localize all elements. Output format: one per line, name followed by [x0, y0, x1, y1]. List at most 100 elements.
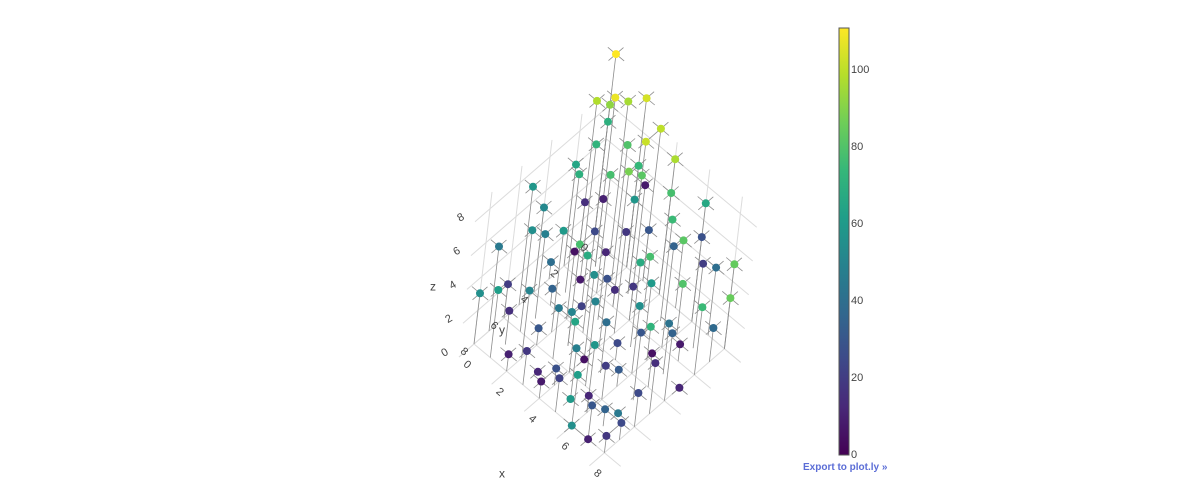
scatter-point[interactable]	[630, 195, 639, 204]
scatter-point[interactable]	[669, 242, 678, 251]
scatter-point[interactable]	[709, 324, 718, 332]
scatter-point[interactable]	[648, 349, 657, 358]
scatter-point[interactable]	[583, 251, 592, 260]
scatter-point[interactable]	[622, 228, 631, 236]
scatter-point[interactable]	[679, 236, 688, 245]
scatter-point[interactable]	[495, 242, 503, 251]
scatter-point[interactable]	[570, 247, 579, 256]
scatter-point[interactable]	[588, 401, 597, 410]
scatter-point[interactable]	[656, 124, 665, 133]
scatter-point[interactable]	[671, 155, 680, 164]
scatter-point[interactable]	[494, 286, 503, 294]
scatter-point[interactable]	[667, 189, 676, 197]
scatter-point[interactable]	[571, 317, 580, 326]
scatter-point[interactable]	[590, 341, 599, 349]
scatter-point[interactable]	[668, 215, 677, 224]
scatter-point[interactable]	[646, 252, 655, 261]
scatter-point[interactable]	[504, 350, 513, 359]
scatter-point[interactable]	[525, 286, 534, 295]
scatter-point[interactable]	[476, 289, 484, 298]
scatter-point[interactable]	[572, 344, 581, 353]
scatter-point[interactable]	[566, 395, 575, 403]
scatter-point[interactable]	[591, 297, 600, 306]
scatter-point[interactable]	[629, 282, 638, 291]
scatter-point[interactable]	[697, 233, 706, 242]
scatter-point[interactable]	[548, 284, 557, 293]
scatter-point[interactable]	[602, 318, 611, 327]
scatter-point[interactable]	[676, 340, 685, 349]
scatter-point[interactable]	[572, 160, 580, 169]
scatter-point[interactable]	[584, 435, 593, 444]
export-to-plotly-link[interactable]: Export to plot.ly »	[803, 462, 888, 473]
scatter-point[interactable]	[614, 365, 623, 374]
scatter-point[interactable]	[593, 96, 601, 105]
scatter-point[interactable]	[699, 259, 708, 268]
scatter-point[interactable]	[567, 421, 576, 430]
scatter-point[interactable]	[504, 280, 512, 289]
scatter-point[interactable]	[712, 263, 721, 272]
scatter-point[interactable]	[624, 167, 633, 176]
scatter-point[interactable]	[602, 431, 611, 440]
scatter-point[interactable]	[537, 377, 546, 386]
scatter-point[interactable]	[522, 347, 531, 355]
scatter-point[interactable]	[601, 361, 610, 370]
scatter-point[interactable]	[567, 308, 576, 316]
scatter-point[interactable]	[624, 97, 633, 106]
scatter-point[interactable]	[552, 364, 561, 373]
scatter-point[interactable]	[505, 306, 514, 315]
scatter-point[interactable]	[580, 355, 589, 364]
scatter-point[interactable]	[634, 389, 643, 397]
scatter-point[interactable]	[581, 198, 589, 207]
scatter-point[interactable]	[576, 275, 585, 284]
scatter-point[interactable]	[678, 279, 687, 288]
scatter-point[interactable]	[540, 203, 548, 212]
scatter-point[interactable]	[647, 279, 656, 288]
scatter-point[interactable]	[604, 117, 612, 126]
scatter-point[interactable]	[533, 367, 542, 376]
scatter-point[interactable]	[665, 319, 674, 328]
scatter-point[interactable]	[606, 170, 615, 179]
scatter-point[interactable]	[541, 230, 550, 239]
scatter-point[interactable]	[559, 226, 568, 235]
scatter-point[interactable]	[584, 391, 593, 400]
scatter-point[interactable]	[641, 137, 650, 146]
scatter-point[interactable]	[601, 405, 610, 414]
scatter-markers[interactable]	[476, 50, 739, 444]
scatter-point[interactable]	[644, 226, 653, 235]
scatter-point[interactable]	[701, 199, 710, 208]
scatter-point[interactable]	[603, 274, 612, 283]
scatter-point[interactable]	[601, 248, 610, 257]
scatter-point[interactable]	[534, 324, 543, 333]
scatter-point[interactable]	[646, 322, 655, 331]
scatter-point[interactable]	[623, 141, 632, 149]
scatter-point[interactable]	[641, 181, 650, 190]
scatter-point[interactable]	[555, 374, 564, 383]
scatter-point[interactable]	[575, 170, 584, 179]
scatter-point[interactable]	[617, 418, 626, 427]
scatter-point[interactable]	[726, 294, 735, 303]
scatter-point[interactable]	[636, 258, 645, 267]
scatter-point[interactable]	[611, 93, 620, 102]
scatter-point[interactable]	[590, 270, 599, 279]
scatter-point[interactable]	[698, 303, 707, 312]
scatter-point[interactable]	[592, 140, 601, 149]
scatter-point[interactable]	[668, 329, 677, 338]
scatter-point[interactable]	[613, 339, 622, 348]
scatter-point[interactable]	[610, 285, 619, 294]
scatter-point[interactable]	[599, 195, 608, 203]
scatter-point[interactable]	[547, 258, 555, 267]
scatter-point[interactable]	[730, 260, 739, 269]
scatter-point[interactable]	[637, 171, 646, 180]
scatter-point[interactable]	[590, 227, 599, 236]
scatter-point[interactable]	[635, 302, 644, 310]
scatter-point[interactable]	[573, 370, 582, 379]
scatter-point[interactable]	[612, 50, 620, 59]
scatter-point[interactable]	[577, 302, 586, 311]
scatter-point[interactable]	[575, 240, 584, 249]
scatter-point[interactable]	[528, 226, 537, 235]
scatter-point[interactable]	[529, 182, 537, 191]
scatter-point[interactable]	[651, 359, 660, 368]
scatter-point[interactable]	[675, 383, 684, 392]
